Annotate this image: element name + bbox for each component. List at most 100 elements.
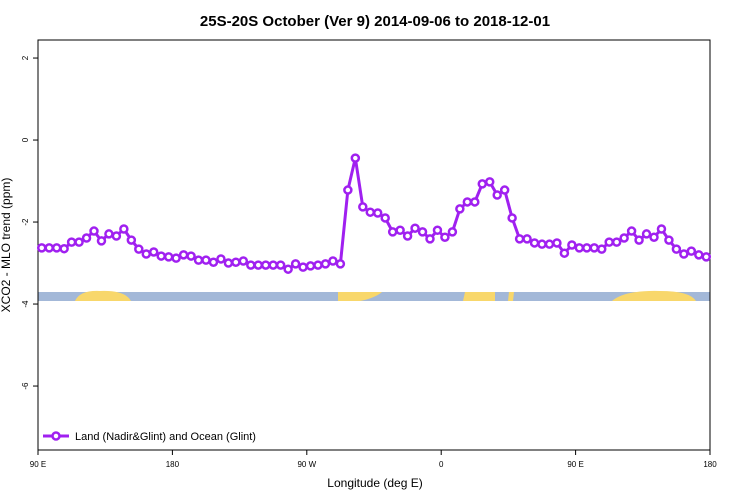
point: [589, 243, 600, 253]
y-tick-label: 0: [21, 137, 30, 142]
point: [544, 239, 555, 249]
point: [387, 227, 398, 237]
point: [365, 207, 376, 217]
point: [455, 204, 465, 214]
point: [313, 260, 323, 270]
point: [44, 243, 54, 253]
y-tick-label: -6: [21, 382, 30, 390]
point: [574, 243, 585, 253]
point: [148, 247, 159, 257]
chart-title: 25S-20S October (Ver 9) 2014-09-06 to 20…: [200, 13, 550, 30]
point: [522, 234, 532, 244]
point: [649, 232, 659, 242]
point: [268, 260, 278, 270]
point: [626, 226, 637, 236]
x-tick-label: 90 E: [30, 460, 46, 469]
point: [701, 252, 712, 262]
point: [552, 238, 562, 248]
point: [246, 260, 256, 270]
point: [350, 153, 361, 163]
point: [171, 253, 181, 263]
point: [89, 226, 99, 236]
legend-marker: [51, 431, 61, 441]
point: [216, 254, 226, 264]
point: [358, 202, 368, 212]
point: [223, 258, 234, 268]
y-tick-label: -2: [21, 218, 30, 226]
point: [619, 233, 629, 243]
point: [111, 231, 122, 241]
point: [59, 243, 69, 254]
point: [134, 244, 144, 254]
point: [104, 229, 114, 239]
point: [559, 248, 570, 258]
legend-label: Land (Nadir&Glint) and Ocean (Glint): [75, 431, 256, 443]
point: [694, 250, 704, 260]
point: [66, 237, 77, 247]
point: [186, 251, 196, 261]
point: [462, 197, 473, 207]
point: [641, 229, 652, 239]
point: [484, 177, 495, 187]
point: [298, 262, 308, 272]
x-tick-label: 90 W: [297, 460, 316, 469]
point: [328, 256, 338, 266]
point: [596, 244, 607, 254]
point: [514, 234, 525, 244]
point: [141, 249, 152, 259]
point: [440, 232, 450, 242]
point: [51, 243, 62, 253]
point: [432, 225, 443, 235]
point: [529, 238, 540, 248]
land-ocean-strip: [38, 290, 710, 301]
point: [671, 244, 682, 254]
point: [604, 237, 614, 247]
point: [537, 239, 547, 249]
point: [492, 190, 502, 200]
point: [611, 237, 622, 247]
point: [201, 255, 211, 265]
y-tick-label: -4: [21, 300, 30, 308]
point: [395, 225, 405, 235]
x-tick-label: 180: [166, 460, 180, 469]
point: [305, 261, 316, 271]
x-axis-label: Longitude (deg E): [327, 476, 422, 490]
point: [36, 243, 47, 253]
point: [656, 224, 667, 234]
point: [410, 223, 420, 233]
point: [470, 197, 480, 207]
point: [686, 246, 697, 256]
point: [634, 235, 644, 245]
point: [335, 259, 346, 269]
point: [582, 243, 592, 253]
point: [679, 249, 689, 259]
point: [156, 251, 166, 261]
point: [320, 259, 331, 269]
point: [96, 236, 107, 246]
x-tick-label: 90 E: [567, 460, 583, 469]
x-tick-label: 180: [703, 460, 717, 469]
point: [238, 256, 249, 266]
point: [447, 227, 458, 237]
point: [253, 260, 264, 270]
point: [664, 235, 674, 245]
point: [126, 235, 137, 245]
point: [231, 257, 241, 267]
point: [260, 260, 271, 270]
point: [74, 237, 84, 247]
point: [290, 259, 301, 269]
point: [507, 213, 517, 223]
point: [208, 257, 219, 267]
point: [81, 233, 92, 243]
y-tick-label: 2: [21, 55, 30, 60]
point: [343, 185, 353, 195]
point: [372, 208, 383, 218]
point: [380, 213, 390, 223]
point: [402, 231, 413, 241]
point: [163, 252, 174, 262]
point: [193, 255, 204, 265]
point: [499, 185, 510, 195]
point: [275, 260, 286, 270]
x-tick-label: 0: [439, 460, 444, 469]
